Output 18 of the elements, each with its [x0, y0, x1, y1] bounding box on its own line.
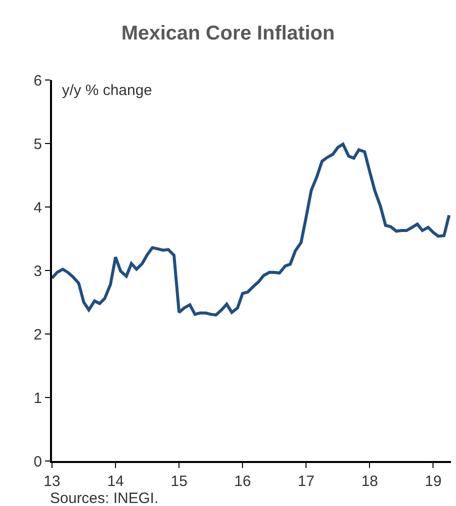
x-tick-label: 18 — [361, 473, 378, 490]
y-tick-label: 1 — [34, 390, 42, 407]
line-series — [52, 142, 451, 316]
y-tick-label: 3 — [34, 262, 42, 280]
y-tick-label: 5 — [34, 136, 42, 153]
x-tick-label: 19 — [424, 473, 442, 490]
source-note: Sources: INEGI. — [50, 490, 158, 506]
y-tick-label: 0 — [34, 453, 42, 470]
x-tick-label: 13 — [44, 473, 60, 490]
x-tick-label: 15 — [170, 473, 188, 490]
chart-title: Mexican Core Inflation — [121, 22, 335, 44]
x-tick-label: 14 — [107, 473, 124, 490]
y-tick-label: 2 — [34, 326, 42, 344]
x-tick-label: 17 — [298, 473, 314, 490]
y-tick-label: 6 — [34, 72, 42, 90]
x-tick-label: 16 — [234, 473, 251, 490]
y-tick-label: 4 — [34, 199, 42, 216]
y-axis-title: y/y % change — [62, 82, 152, 99]
